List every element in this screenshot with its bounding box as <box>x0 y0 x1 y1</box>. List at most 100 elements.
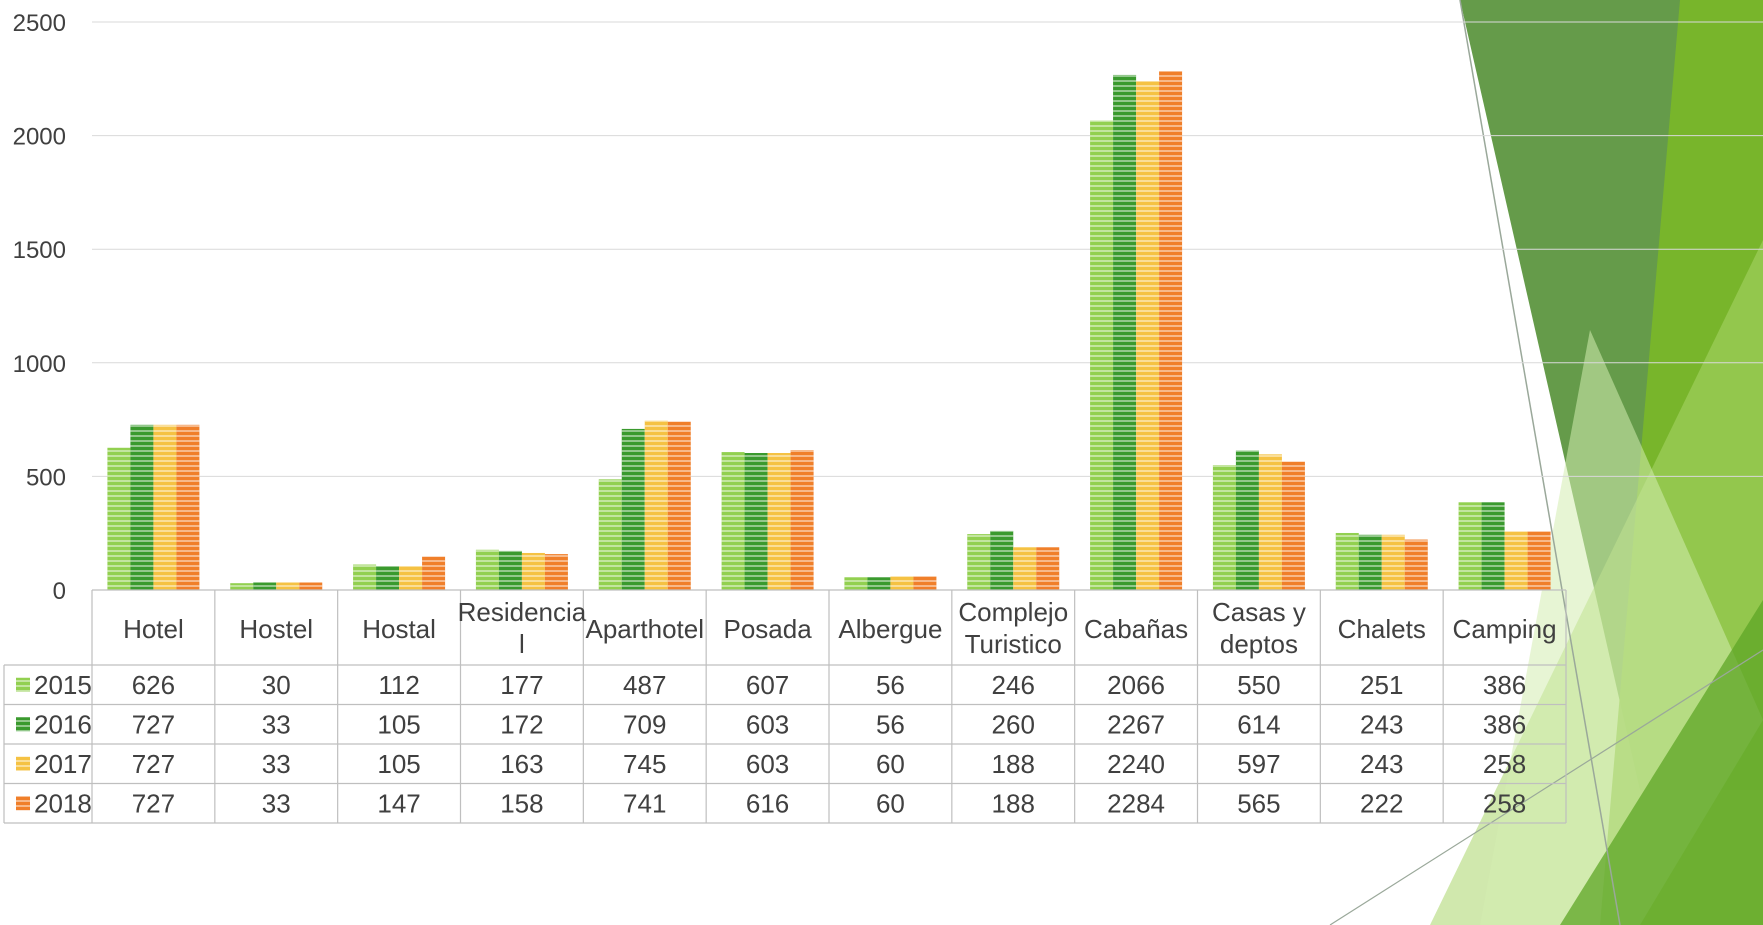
category-label: Hostal <box>362 614 436 644</box>
bar-2015-5 <box>721 452 745 590</box>
table-cell-value: 251 <box>1360 670 1403 700</box>
bar-2015-4 <box>598 479 622 590</box>
bar-2015-11 <box>1458 502 1482 590</box>
table-cell-value: 30 <box>262 670 291 700</box>
table-cell-value: 188 <box>992 749 1035 779</box>
category-label: Posada <box>723 614 812 644</box>
table-cell-value: 745 <box>623 749 666 779</box>
bar-2018-3 <box>544 554 568 590</box>
bar-2016-2 <box>376 566 400 590</box>
table-cell-value: 2240 <box>1107 749 1165 779</box>
bar-2016-6 <box>867 577 891 590</box>
bar-2017-4 <box>644 420 668 590</box>
bar-2018-0 <box>176 424 200 590</box>
y-tick-label: 0 <box>53 578 66 605</box>
bar-2016-4 <box>621 428 645 590</box>
table-cell-value: 158 <box>500 788 543 818</box>
category-label: Complejo Turistico <box>958 597 1068 659</box>
table-cell-value: 33 <box>262 749 291 779</box>
y-tick-label: 1000 <box>13 351 66 378</box>
table-cell-value: 243 <box>1360 749 1403 779</box>
bar-2016-11 <box>1481 502 1505 590</box>
bar-2016-0 <box>130 424 154 590</box>
bar-2018-8 <box>1159 71 1183 591</box>
table-cell-value: 614 <box>1237 709 1280 739</box>
table-cell-value: 550 <box>1237 670 1280 700</box>
table-cell-value: 727 <box>132 709 175 739</box>
gridlines <box>92 21 1763 477</box>
bar-2016-8 <box>1113 74 1137 590</box>
table-cell-value: 603 <box>746 709 789 739</box>
table-cell-value: 2066 <box>1107 670 1165 700</box>
table-cell-value: 105 <box>377 709 420 739</box>
table-cell-value: 222 <box>1360 788 1403 818</box>
bar-2015-6 <box>844 577 868 590</box>
bar-2017-3 <box>521 552 545 590</box>
y-tick-label: 2000 <box>13 124 66 151</box>
table-cell-value: 727 <box>132 788 175 818</box>
bar-2018-6 <box>913 576 937 590</box>
bar-2018-7 <box>1036 547 1060 590</box>
legend-label: 2018 <box>34 788 92 818</box>
bar-2018-1 <box>299 582 323 590</box>
bar-2017-7 <box>1013 547 1037 590</box>
bar-2017-11 <box>1504 531 1528 590</box>
table-cell-value: 105 <box>377 749 420 779</box>
legend-label: 2017 <box>34 749 92 779</box>
table-cell-value: 258 <box>1483 749 1526 779</box>
table-cell-value: 727 <box>132 749 175 779</box>
bar-2018-5 <box>790 450 814 590</box>
table-cell-value: 626 <box>132 670 175 700</box>
bar-2015-1 <box>230 583 254 590</box>
category-label: Albergue <box>838 614 942 644</box>
table-cell-value: 386 <box>1483 709 1526 739</box>
table-cell-value: 603 <box>746 749 789 779</box>
category-label: Hotel <box>123 614 184 644</box>
deco-thin-line <box>1459 0 1621 925</box>
category-label: Residencia l <box>458 597 587 659</box>
category-label: Camping <box>1453 614 1557 644</box>
table-cell-value: 56 <box>876 670 905 700</box>
table-cell-value: 607 <box>746 670 789 700</box>
table-cell-value: 177 <box>500 670 543 700</box>
table-cell-value: 2267 <box>1107 709 1165 739</box>
table-cell-value: 188 <box>992 788 1035 818</box>
y-tick-label: 2500 <box>13 10 66 37</box>
table-cell-value: 616 <box>746 788 789 818</box>
data-table: Hotel Hostel Hostal Residencia l Aparthotel Po… <box>3 589 1567 824</box>
bar-2017-2 <box>399 566 423 590</box>
legend-key-2017 <box>16 756 30 771</box>
table-cell-value: 33 <box>262 709 291 739</box>
bar-2015-2 <box>353 564 377 590</box>
bar-2018-9 <box>1281 461 1305 590</box>
table-cell-value: 243 <box>1360 709 1403 739</box>
bar-2016-5 <box>744 452 768 590</box>
bar-2016-7 <box>990 530 1014 590</box>
table-cell-value: 386 <box>1483 670 1526 700</box>
legend-label: 2015 <box>34 670 92 700</box>
deco-mid-green-sliver <box>1560 600 1763 925</box>
y-tick-label: 1500 <box>13 237 66 264</box>
table-cell-value: 60 <box>876 749 905 779</box>
legend-key-2018 <box>16 796 30 811</box>
bar-2017-0 <box>153 424 177 590</box>
bar-2018-10 <box>1404 539 1428 590</box>
bar-2015-10 <box>1335 532 1359 590</box>
table-cell-value: 260 <box>992 709 1035 739</box>
table-cell-value: 741 <box>623 788 666 818</box>
table-cell-value: 487 <box>623 670 666 700</box>
y-axis: 0 500 1000 1500 2000 2500 <box>13 10 66 605</box>
bar-2017-1 <box>276 582 300 590</box>
category-label: Chalets <box>1338 614 1426 644</box>
legend-key-2015 <box>16 677 30 692</box>
y-tick-label: 500 <box>26 464 66 491</box>
legend-key-2016 <box>16 717 30 732</box>
table-cell-value: 597 <box>1237 749 1280 779</box>
table-cell-value: 172 <box>500 709 543 739</box>
bar-2017-10 <box>1381 534 1405 590</box>
table-cell-value: 60 <box>876 788 905 818</box>
bar-2018-4 <box>667 421 691 590</box>
bar-2015-8 <box>1090 120 1114 590</box>
